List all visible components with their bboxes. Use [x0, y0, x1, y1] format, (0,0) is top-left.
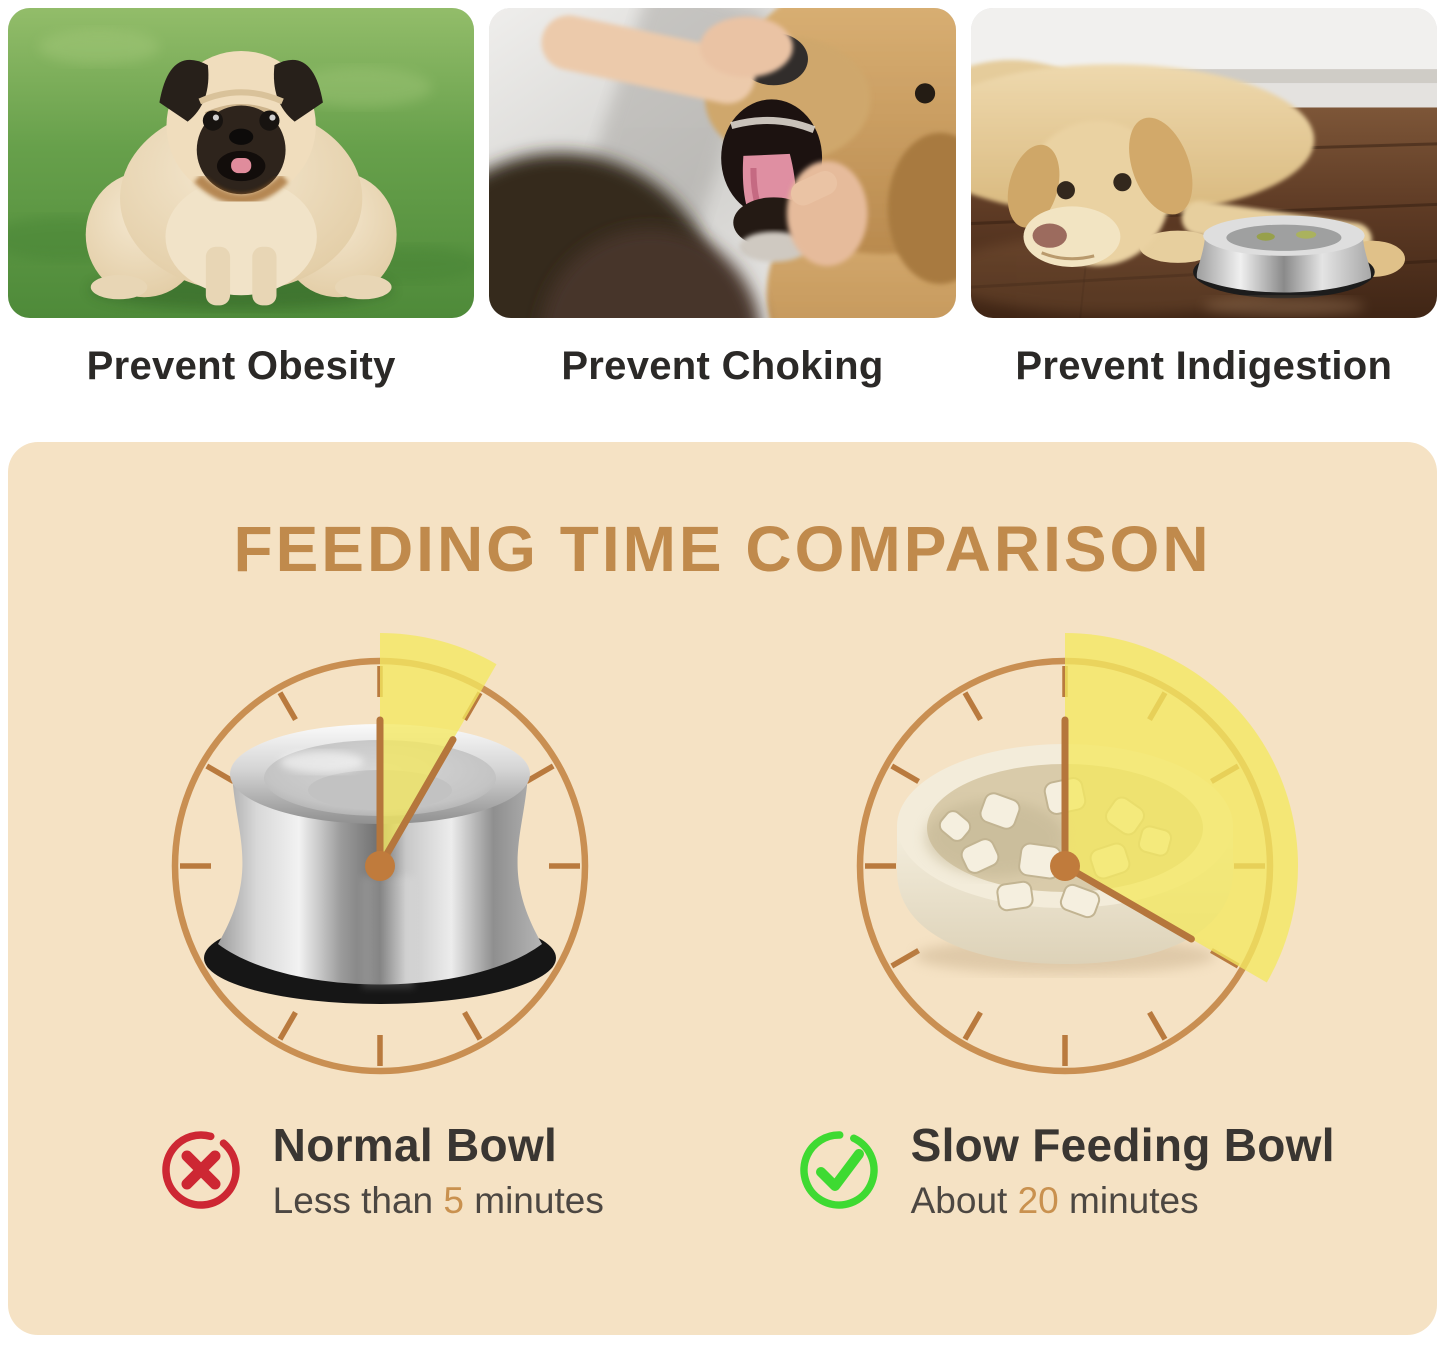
clock-overlay: [1049, 633, 1298, 983]
normal-bowl-minutes: 5: [443, 1180, 464, 1221]
pug-dog: [85, 50, 397, 306]
clock-normal-bowl: [172, 633, 589, 1075]
normal-bowl-time: Less than 5 minutes: [272, 1180, 604, 1221]
normal-bowl-text: Normal Bowl Less than 5 minutes: [273, 1120, 604, 1222]
slow-bowl-minutes: 20: [1017, 1180, 1059, 1221]
check-icon: [799, 1131, 878, 1209]
labrador-dog: [970, 60, 1405, 278]
cross-icon: [161, 1131, 240, 1209]
label-col-normal: Normal Bowl Less than 5 minutes: [38, 1120, 723, 1222]
benefits-row: Prevent Obesity: [0, 0, 1445, 388]
steel-bowl-illustration: [204, 724, 557, 1004]
lab-on-floor-illustration: [970, 8, 1437, 318]
clock-overlay: [365, 633, 497, 881]
clock-col-slow: [723, 626, 1408, 1106]
clock-slow-bowl: [856, 633, 1298, 1075]
photo-caption-choking: Prevent Choking: [561, 344, 884, 388]
slow-bowl-time: About 20 minutes: [910, 1180, 1199, 1221]
person: [489, 15, 868, 318]
labels-row: Normal Bowl Less than 5 minutes Slow Fee…: [38, 1120, 1407, 1222]
pug-on-grass-illustration: [8, 8, 475, 318]
slow-bowl-label: Slow Feeding Bowl About 20 minutes: [795, 1120, 1335, 1222]
photo-caption-indigestion: Prevent Indigestion: [1015, 344, 1393, 388]
slow-bowl-text: Slow Feeding Bowl About 20 minutes: [911, 1120, 1335, 1222]
mouth-check-illustration: [489, 8, 956, 318]
photo-caption-obesity: Prevent Obesity: [86, 344, 396, 388]
label-col-slow: Slow Feeding Bowl About 20 minutes: [723, 1120, 1408, 1222]
clocks-row: [38, 626, 1407, 1106]
steel-bowl-small: [1192, 215, 1375, 316]
normal-bowl-name: Normal Bowl: [272, 1119, 558, 1171]
benefit-obesity: Prevent Obesity: [8, 8, 475, 388]
benefit-choking: Prevent Choking: [489, 8, 956, 388]
comparison-panel: FEEDING TIME COMPARISON: [8, 442, 1437, 1335]
slow-bowl-name: Slow Feeding Bowl: [910, 1119, 1335, 1171]
clock-col-normal: [38, 626, 723, 1106]
photo-prevent-indigestion: [970, 8, 1437, 318]
photo-prevent-obesity: [8, 8, 475, 318]
photo-prevent-choking: [489, 8, 956, 318]
normal-bowl-label: Normal Bowl Less than 5 minutes: [157, 1120, 604, 1222]
panel-title: FEEDING TIME COMPARISON: [233, 513, 1212, 585]
benefit-indigestion: Prevent Indigestion: [970, 8, 1437, 388]
